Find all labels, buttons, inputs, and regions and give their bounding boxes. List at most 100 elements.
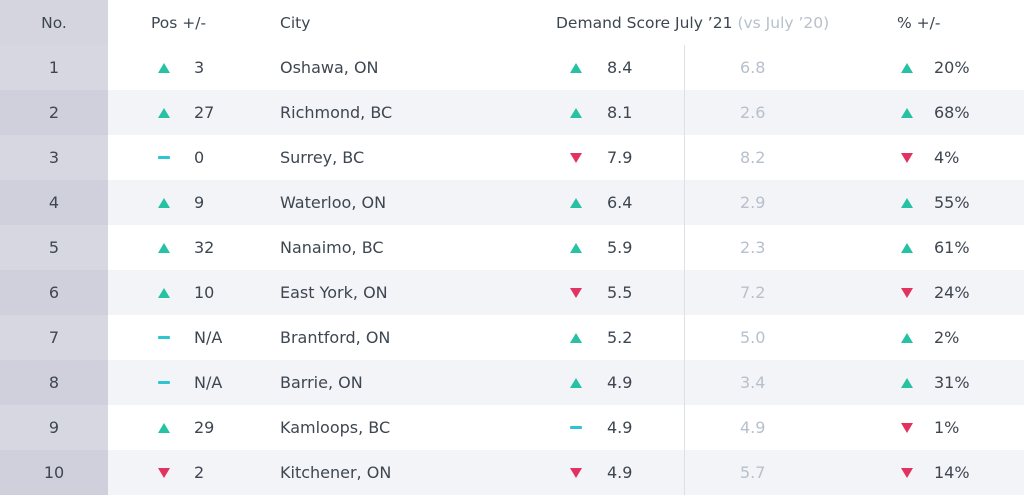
pct-trend-indicator xyxy=(898,360,916,405)
city-cell: East York, ON xyxy=(280,283,388,302)
score-trend-indicator xyxy=(567,450,585,495)
pos-change-cell: 32 xyxy=(194,238,215,257)
score-trend-indicator xyxy=(567,90,585,135)
table-row: 10 2 Kitchener, ON 4.9 5.7 14% xyxy=(0,450,1024,495)
pos-trend-indicator xyxy=(155,135,173,180)
table-row: 1 3 Oshawa, ON 8.4 6.8 20% xyxy=(0,45,1024,90)
trend-up-icon xyxy=(158,62,170,73)
previous-score-cell: 6.8 xyxy=(740,58,766,77)
header-demand-score-label: Demand Score July ’21 xyxy=(556,13,733,32)
pct-change-cell: 24% xyxy=(934,283,970,302)
trend-up-icon xyxy=(570,332,582,343)
demand-score-cell: 8.1 xyxy=(607,103,633,122)
city-cell: Oshawa, ON xyxy=(280,58,379,77)
pos-trend-indicator xyxy=(155,225,173,270)
pos-change-cell: 3 xyxy=(194,58,205,77)
city-cell: Waterloo, ON xyxy=(280,193,387,212)
trend-up-icon xyxy=(570,197,582,208)
score-trend-indicator xyxy=(567,45,585,90)
trend-up-icon xyxy=(158,107,170,118)
score-trend-indicator xyxy=(567,180,585,225)
trend-up-icon xyxy=(158,242,170,253)
pos-trend-indicator xyxy=(155,405,173,450)
pct-change-cell: 20% xyxy=(934,58,970,77)
pos-change-cell: N/A xyxy=(194,373,223,392)
trend-up-icon xyxy=(901,62,913,73)
rank-cell: 6 xyxy=(0,270,108,315)
trend-down-icon xyxy=(570,287,582,298)
rank-cell: 5 xyxy=(0,225,108,270)
pos-trend-indicator xyxy=(155,450,173,495)
pct-trend-indicator xyxy=(898,90,916,135)
city-cell: Richmond, BC xyxy=(280,103,393,122)
trend-down-icon xyxy=(901,467,913,478)
table-row: 6 10 East York, ON 5.5 7.2 24% xyxy=(0,270,1024,315)
demand-score-cell: 5.9 xyxy=(607,238,633,257)
table-row: 3 0 Surrey, BC 7.9 8.2 4% xyxy=(0,135,1024,180)
pct-change-cell: 55% xyxy=(934,193,970,212)
previous-score-cell: 3.4 xyxy=(740,373,766,392)
score-trend-indicator xyxy=(567,135,585,180)
previous-score-cell: 2.6 xyxy=(740,103,766,122)
pos-change-cell: 29 xyxy=(194,418,215,437)
trend-down-icon xyxy=(570,467,582,478)
score-trend-indicator xyxy=(567,270,585,315)
pct-change-cell: 14% xyxy=(934,463,970,482)
demand-score-cell: 4.9 xyxy=(607,418,633,437)
rank-cell: 7 xyxy=(0,315,108,360)
pos-change-cell: 0 xyxy=(194,148,205,167)
previous-score-cell: 2.3 xyxy=(740,238,766,257)
trend-unchanged-icon xyxy=(158,336,170,339)
city-cell: Surrey, BC xyxy=(280,148,365,167)
trend-down-icon xyxy=(901,287,913,298)
pos-change-cell: 2 xyxy=(194,463,205,482)
previous-score-cell: 2.9 xyxy=(740,193,766,212)
city-cell: Nanaimo, BC xyxy=(280,238,384,257)
previous-score-cell: 7.2 xyxy=(740,283,766,302)
demand-score-cell: 4.9 xyxy=(607,373,633,392)
trend-unchanged-icon xyxy=(158,156,170,159)
city-cell: Kamloops, BC xyxy=(280,418,391,437)
pos-change-cell: 10 xyxy=(194,283,215,302)
table-row: 4 9 Waterloo, ON 6.4 2.9 55% xyxy=(0,180,1024,225)
pct-change-cell: 31% xyxy=(934,373,970,392)
header-demand-score: Demand Score July ’21 (vs July ’20) xyxy=(556,0,829,45)
trend-down-icon xyxy=(158,467,170,478)
pct-trend-indicator xyxy=(898,315,916,360)
demand-score-cell: 5.5 xyxy=(607,283,633,302)
pos-trend-indicator xyxy=(155,360,173,405)
table-row: 7 N/A Brantford, ON 5.2 5.0 2% xyxy=(0,315,1024,360)
table-row: 5 32 Nanaimo, BC 5.9 2.3 61% xyxy=(0,225,1024,270)
rank-cell: 8 xyxy=(0,360,108,405)
trend-up-icon xyxy=(901,242,913,253)
trend-unchanged-icon xyxy=(158,381,170,384)
pct-trend-indicator xyxy=(898,405,916,450)
rank-cell: 2 xyxy=(0,90,108,135)
trend-up-icon xyxy=(901,377,913,388)
trend-up-icon xyxy=(570,62,582,73)
previous-score-cell: 8.2 xyxy=(740,148,766,167)
pos-trend-indicator xyxy=(155,315,173,360)
trend-unchanged-icon xyxy=(570,426,582,429)
pct-change-cell: 4% xyxy=(934,148,960,167)
rank-cell: 10 xyxy=(0,450,108,495)
table-row: 9 29 Kamloops, BC 4.9 4.9 1% xyxy=(0,405,1024,450)
demand-score-cell: 6.4 xyxy=(607,193,633,212)
pct-change-cell: 68% xyxy=(934,103,970,122)
pct-change-cell: 1% xyxy=(934,418,960,437)
city-cell: Barrie, ON xyxy=(280,373,363,392)
pos-trend-indicator xyxy=(155,180,173,225)
score-trend-indicator xyxy=(567,225,585,270)
demand-score-cell: 8.4 xyxy=(607,58,633,77)
trend-up-icon xyxy=(901,107,913,118)
previous-score-cell: 4.9 xyxy=(740,418,766,437)
pct-trend-indicator xyxy=(898,180,916,225)
city-cell: Brantford, ON xyxy=(280,328,391,347)
header-no: No. xyxy=(0,0,108,45)
pct-trend-indicator xyxy=(898,450,916,495)
trend-up-icon xyxy=(901,332,913,343)
pos-change-cell: 27 xyxy=(194,103,215,122)
pos-trend-indicator xyxy=(155,90,173,135)
pct-trend-indicator xyxy=(898,135,916,180)
